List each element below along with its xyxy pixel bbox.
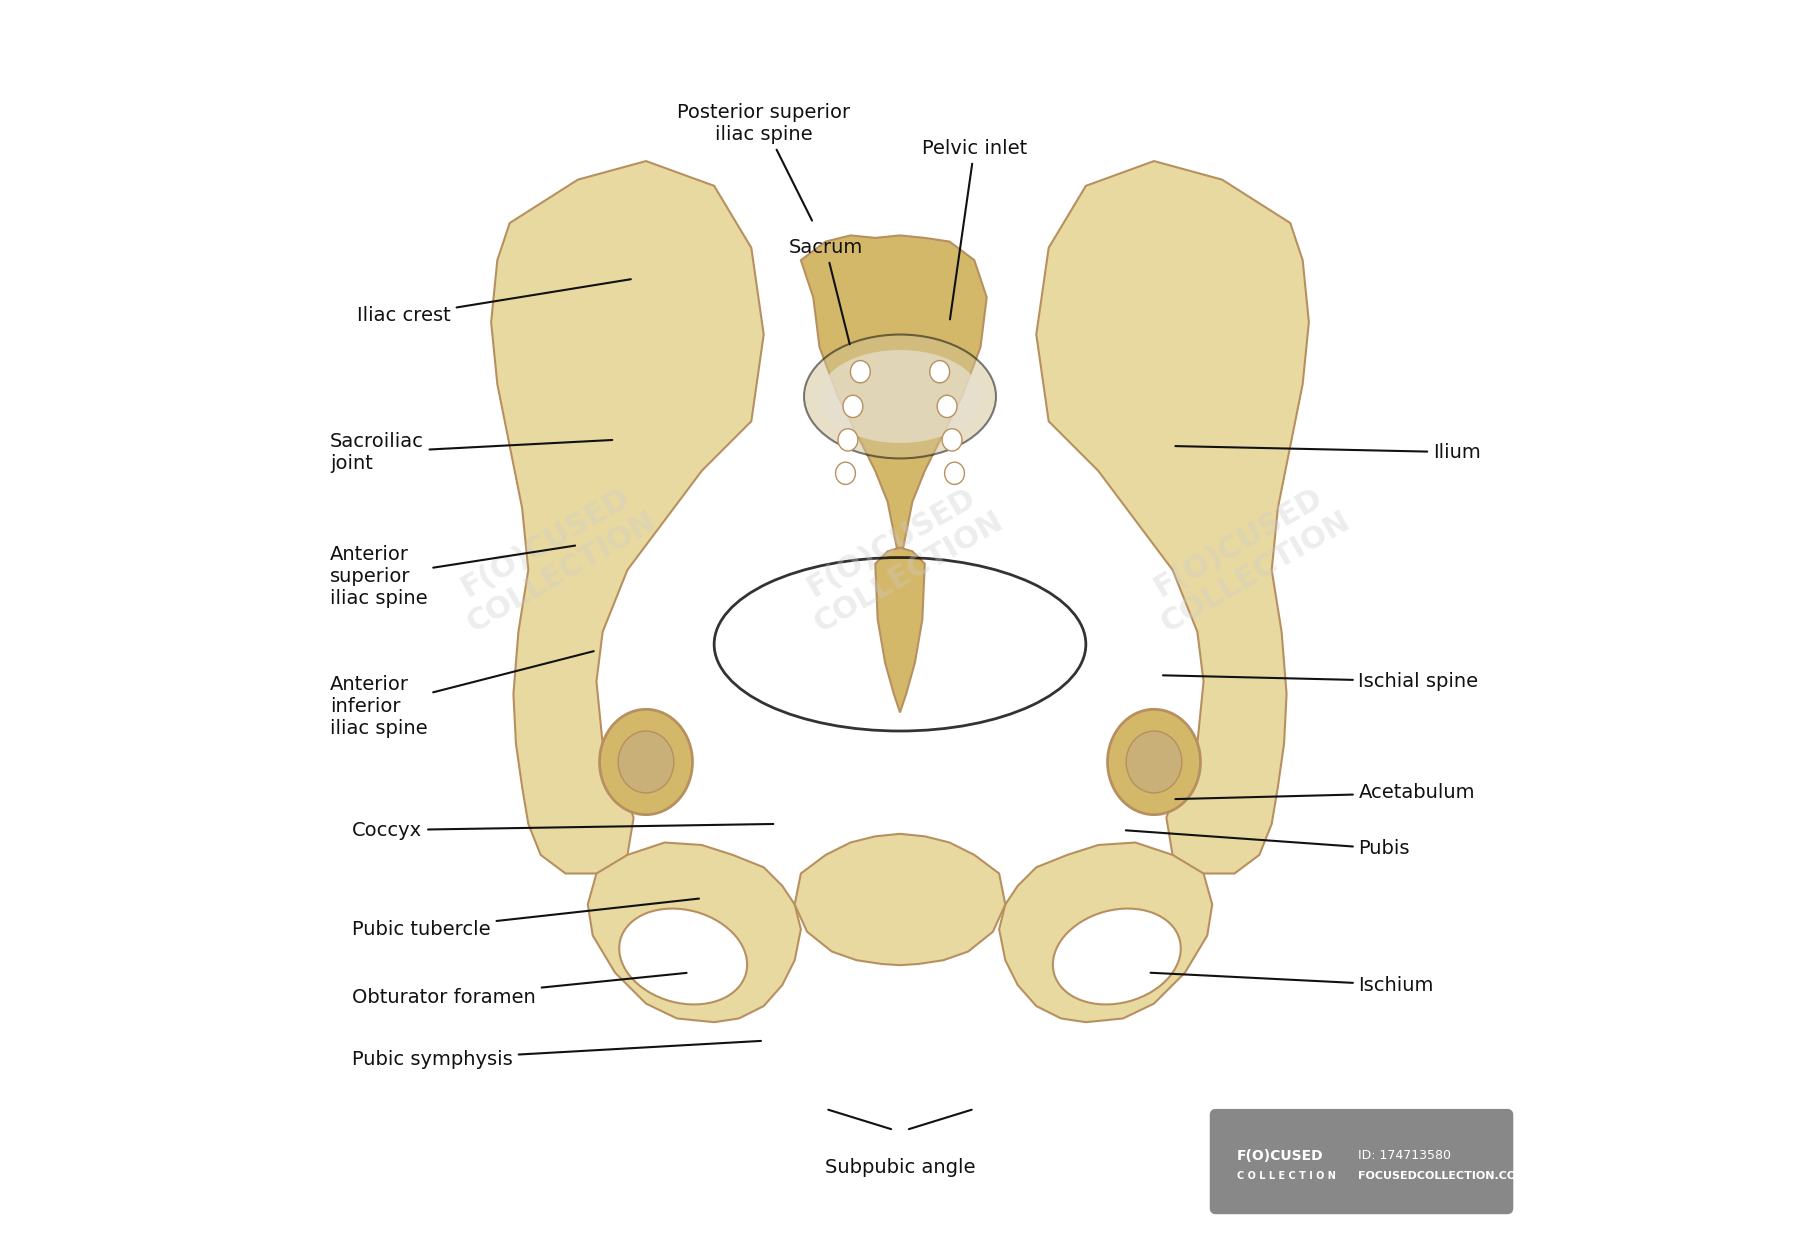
Text: Posterior superior
iliac spine: Posterior superior iliac spine xyxy=(677,103,850,221)
Text: Anterior
superior
iliac spine: Anterior superior iliac spine xyxy=(329,545,576,607)
Text: Ischial spine: Ischial spine xyxy=(1163,672,1478,691)
Polygon shape xyxy=(794,834,1006,965)
Text: Anterior
inferior
iliac spine: Anterior inferior iliac spine xyxy=(329,652,594,737)
Text: ID: 174713580: ID: 174713580 xyxy=(1359,1149,1451,1161)
Ellipse shape xyxy=(599,709,693,815)
Text: Pubis: Pubis xyxy=(1125,830,1409,859)
Text: Coccyx: Coccyx xyxy=(353,820,774,840)
Text: Pubic tubercle: Pubic tubercle xyxy=(353,898,698,939)
Ellipse shape xyxy=(1107,709,1201,815)
Ellipse shape xyxy=(945,462,965,484)
Text: Ilium: Ilium xyxy=(1175,442,1481,462)
Text: C O L L E C T I O N: C O L L E C T I O N xyxy=(1237,1171,1336,1181)
Ellipse shape xyxy=(839,429,859,451)
Polygon shape xyxy=(491,161,763,873)
Ellipse shape xyxy=(1053,908,1181,1005)
Text: Sacrum: Sacrum xyxy=(788,238,862,344)
Ellipse shape xyxy=(941,429,961,451)
Ellipse shape xyxy=(617,731,673,793)
Ellipse shape xyxy=(1127,731,1183,793)
Text: Subpubic angle: Subpubic angle xyxy=(824,1157,976,1177)
Text: Pubic symphysis: Pubic symphysis xyxy=(353,1041,761,1069)
Text: Pelvic inlet: Pelvic inlet xyxy=(922,139,1028,320)
Polygon shape xyxy=(999,843,1211,1022)
Ellipse shape xyxy=(619,908,747,1005)
Text: Ischium: Ischium xyxy=(1150,973,1435,995)
Ellipse shape xyxy=(850,361,869,383)
Text: F(O)CUSED
COLLECTION: F(O)CUSED COLLECTION xyxy=(445,477,661,638)
Text: FOCUSEDCOLLECTION.COM: FOCUSEDCOLLECTION.COM xyxy=(1359,1171,1528,1181)
Ellipse shape xyxy=(931,361,950,383)
Polygon shape xyxy=(875,548,925,712)
Ellipse shape xyxy=(938,395,958,418)
Polygon shape xyxy=(1037,161,1309,873)
Text: Sacroiliac
joint: Sacroiliac joint xyxy=(329,431,612,473)
Text: F(O)CUSED: F(O)CUSED xyxy=(1237,1149,1323,1162)
Polygon shape xyxy=(589,843,801,1022)
Ellipse shape xyxy=(835,462,855,484)
Ellipse shape xyxy=(819,349,981,442)
Text: F(O)CUSED
COLLECTION: F(O)CUSED COLLECTION xyxy=(1139,477,1355,638)
FancyBboxPatch shape xyxy=(1210,1109,1514,1214)
Ellipse shape xyxy=(805,335,995,458)
Text: Iliac crest: Iliac crest xyxy=(358,279,630,326)
Text: F(O)CUSED
COLLECTION: F(O)CUSED COLLECTION xyxy=(792,477,1008,638)
Ellipse shape xyxy=(842,395,862,418)
Text: Obturator foramen: Obturator foramen xyxy=(353,973,686,1007)
Text: Acetabulum: Acetabulum xyxy=(1175,783,1474,803)
Polygon shape xyxy=(801,235,986,564)
